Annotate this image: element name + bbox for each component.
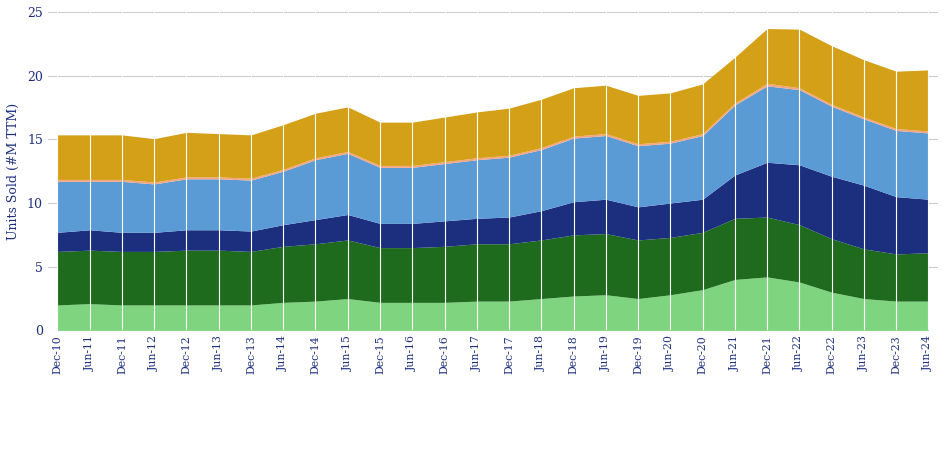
Y-axis label: Units Sold (#M TTM): Units Sold (#M TTM) bbox=[7, 102, 20, 240]
